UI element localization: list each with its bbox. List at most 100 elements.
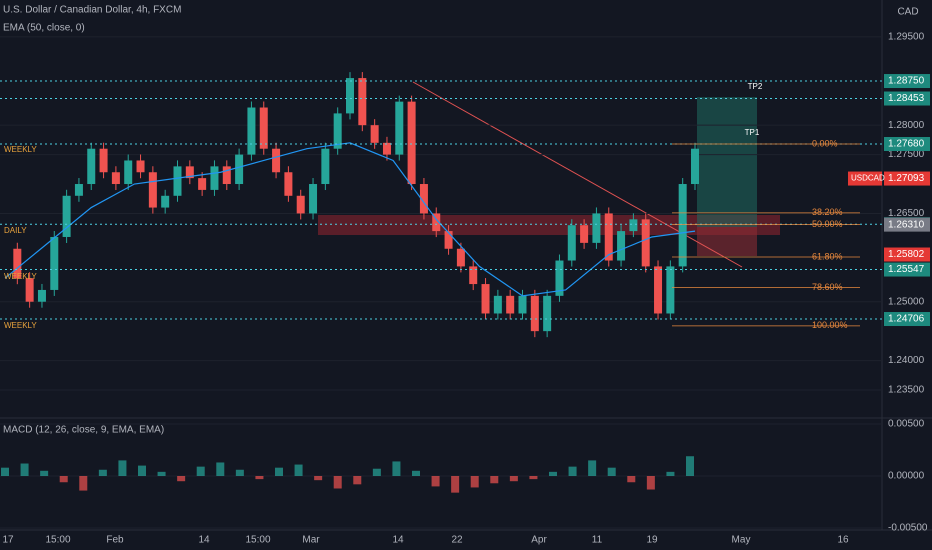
- macd-bar: [549, 471, 557, 476]
- macd-bar: [490, 476, 499, 484]
- x-tick-label: 14: [198, 535, 210, 546]
- macd-bar: [294, 464, 303, 476]
- price-tag: [884, 217, 930, 232]
- target-label: TP1: [745, 128, 760, 137]
- price-tag-label: 1.24706: [888, 314, 925, 325]
- y-tick-label: 1.29500: [888, 32, 925, 43]
- x-tick-label: 19: [646, 535, 658, 546]
- macd-bar: [353, 476, 362, 485]
- loss-zone: [697, 227, 757, 256]
- candle: [604, 213, 613, 261]
- candle: [493, 295, 502, 314]
- candle: [111, 172, 120, 185]
- macd-title: MACD (12, 26, close, 9, EMA, EMA): [3, 425, 164, 436]
- x-tick-label: 11: [592, 535, 603, 546]
- x-tick-label: 14: [392, 535, 404, 546]
- fib-label: 0.00%: [812, 138, 838, 148]
- candle: [222, 166, 231, 185]
- price-tag: [884, 312, 930, 327]
- trend-line: [412, 81, 743, 268]
- price-tag: [884, 262, 930, 277]
- candle: [185, 166, 194, 179]
- candle: [13, 248, 22, 279]
- macd-bar: [40, 470, 49, 476]
- macd-bar: [392, 461, 401, 476]
- candle: [543, 295, 552, 332]
- candle: [309, 184, 318, 214]
- candle: [654, 266, 663, 314]
- symbol-tag-label: USDCAD: [851, 174, 885, 183]
- x-tick-label: Feb: [106, 535, 124, 546]
- candle: [272, 148, 281, 173]
- target-label: TP2: [748, 82, 763, 91]
- macd-bar: [196, 466, 205, 476]
- candle: [284, 172, 293, 196]
- candle: [419, 184, 428, 214]
- candle: [235, 154, 244, 185]
- macd-bar: [118, 460, 127, 476]
- candle: [407, 101, 416, 185]
- macd-bar: [607, 467, 616, 476]
- price-tag: [884, 74, 930, 89]
- candle: [37, 289, 46, 302]
- candle: [444, 231, 453, 249]
- ema-line: [4, 142, 696, 297]
- candle: [173, 166, 182, 196]
- macd-bar: [568, 466, 577, 476]
- price-tag: [884, 247, 930, 262]
- indicator-title: EMA (50, close, 0): [3, 23, 85, 34]
- candle: [592, 213, 601, 243]
- fib-label: 61.80%: [812, 251, 843, 261]
- candle: [74, 184, 83, 196]
- macd-bar: [314, 476, 323, 481]
- candle: [678, 184, 687, 267]
- macd-bar: [412, 470, 420, 476]
- x-tick-label: 15:00: [245, 535, 270, 546]
- macd-bar: [666, 471, 675, 476]
- price-tag: [884, 137, 930, 151]
- candle: [136, 160, 145, 173]
- candle: [346, 78, 354, 114]
- macd-bar: [98, 469, 107, 476]
- y-tick-label: 1.27500: [888, 149, 925, 160]
- candle: [469, 266, 478, 285]
- candle: [629, 219, 638, 232]
- candle: [567, 225, 576, 261]
- candle: [382, 142, 391, 155]
- candle: [617, 231, 626, 261]
- candle: [25, 278, 34, 302]
- price-tag: [884, 91, 930, 106]
- macd-bar: [431, 476, 440, 487]
- macd-bar: [138, 465, 146, 476]
- macd-bar: [470, 476, 479, 488]
- x-tick-label: 16: [837, 535, 849, 546]
- price-tag-label: 1.25547: [888, 264, 925, 275]
- macd-bar: [451, 476, 460, 493]
- macd-bar: [529, 476, 538, 480]
- fib-label: 38.20%: [812, 207, 843, 217]
- macd-bar: [255, 476, 264, 480]
- candle: [247, 107, 256, 155]
- x-tick-label: May: [732, 535, 751, 546]
- candle: [259, 107, 268, 149]
- x-tick-label: 17: [2, 535, 14, 546]
- macd-bar: [372, 468, 381, 476]
- candle: [666, 266, 675, 314]
- price-tag-label: 1.27093: [888, 173, 925, 184]
- macd-bar: [216, 462, 225, 476]
- price-tag: [884, 171, 930, 186]
- macd-bar: [588, 460, 597, 476]
- macd-bar: [333, 476, 342, 489]
- symbol-title: U.S. Dollar / Canadian Dollar, 4h, FXCM: [3, 5, 181, 16]
- candle: [333, 113, 342, 149]
- candle: [370, 125, 379, 143]
- fib-label: 100.00%: [812, 320, 848, 330]
- x-tick-label: 22: [451, 535, 463, 546]
- price-tag-label: 1.28750: [888, 76, 925, 87]
- candle: [456, 248, 465, 267]
- x-tick-label: Mar: [302, 535, 320, 546]
- candle: [321, 148, 330, 185]
- macd-bar: [20, 463, 29, 476]
- candle: [62, 195, 71, 237]
